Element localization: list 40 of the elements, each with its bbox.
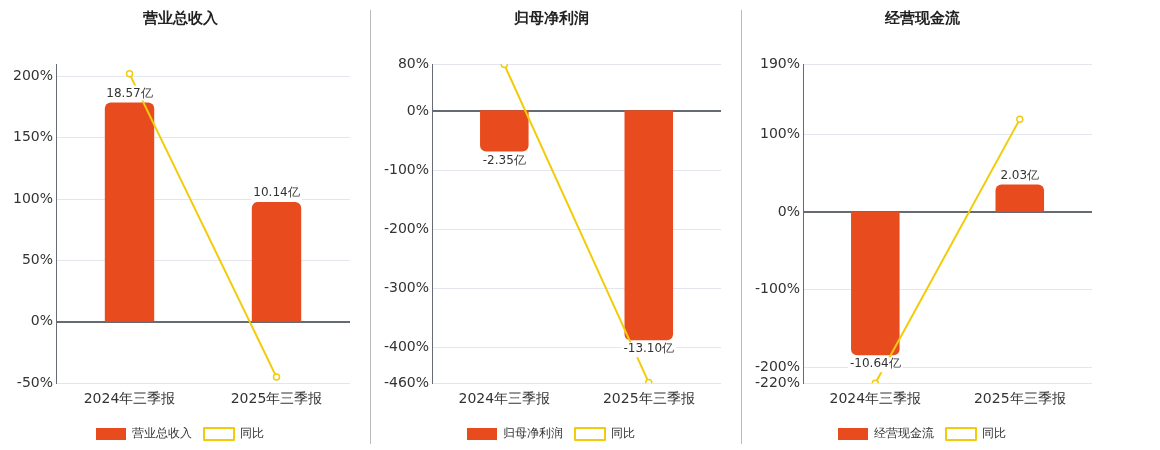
legend-label: 同比 [611,426,635,441]
data-label: -10.64亿 [849,356,901,371]
chart-title: 营业总收入 [141,8,219,27]
chart-title: 经营现金流 [883,8,961,27]
data-label: -13.10亿 [623,341,675,356]
legend-label: 经营现金流 [874,426,934,441]
x-tick-label: 2024年三季报 [829,390,922,407]
x-tick-label: 2024年三季报 [458,390,551,407]
y-tick-label: 0% [406,101,430,118]
data-label: -2.35亿 [482,152,526,167]
x-tick-label: 2024年三季报 [83,390,176,407]
y-tick-label: 100% [760,124,801,141]
y-tick-label: -50% [16,373,54,390]
y-tick-label: -300% [384,279,430,296]
x-tick-label: 2025年三季报 [230,390,323,407]
x-tick-label: 2025年三季报 [973,390,1066,407]
y-tick-label: -200% [755,358,801,375]
y-tick-label: -100% [384,161,430,178]
y-tick-label: 50% [21,251,54,268]
y-tick-label: 0% [777,202,801,219]
y-tick-label: -460% [384,373,430,390]
legend-label: 营业总收入 [132,426,192,441]
legend-label: 同比 [982,426,1006,441]
y-tick-label: -100% [755,280,801,297]
chart-title: 归母净利润 [512,8,589,27]
legend-label: 同比 [240,426,264,441]
y-tick-label: -200% [384,220,430,237]
y-tick-label: 100% [12,189,54,206]
y-tick-label: 190% [760,54,801,71]
y-tick-label: 0% [30,312,54,329]
y-tick-label: 150% [12,128,54,145]
data-label: 10.14亿 [253,185,300,200]
y-tick-label: -400% [384,338,430,355]
data-label: 18.57亿 [106,85,153,100]
data-label: 2.03亿 [1000,167,1040,182]
x-tick-label: 2025年三季报 [602,390,695,407]
legend-label: 归母净利润 [503,426,563,441]
y-tick-label: 200% [12,66,54,83]
y-tick-label: -220% [755,373,801,390]
y-tick-label: 80% [397,54,430,71]
